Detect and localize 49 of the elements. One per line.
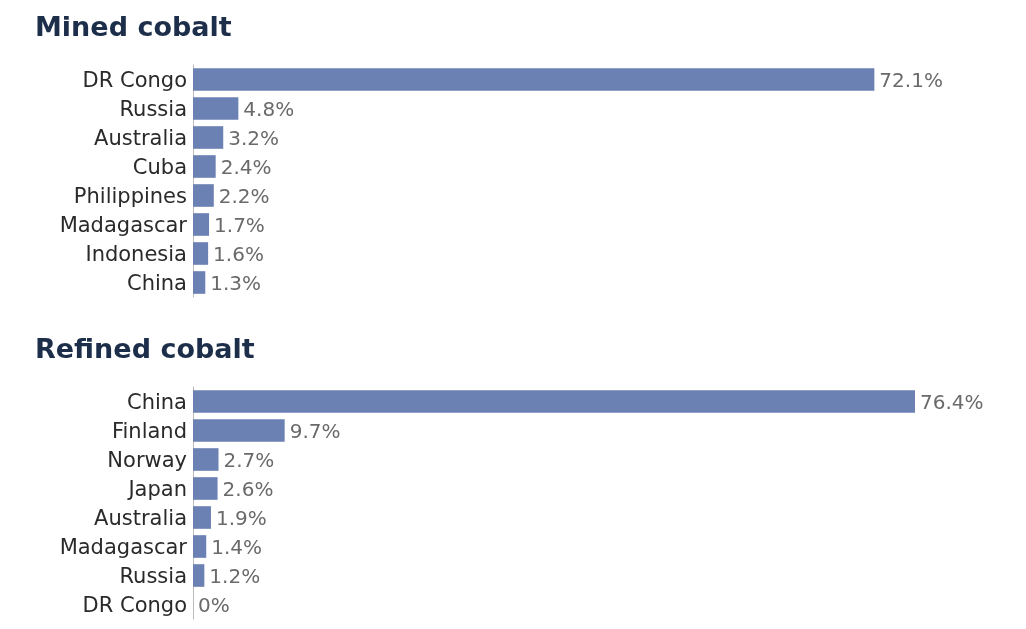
bar <box>193 477 218 500</box>
data-label: 9.7% <box>289 418 341 443</box>
bar <box>193 184 214 207</box>
data-label: 4.8% <box>243 96 295 121</box>
y-tick-label: Indonesia <box>85 241 187 266</box>
data-label: 1.2% <box>209 563 261 588</box>
y-tick-label: Russia <box>119 96 187 121</box>
bar <box>193 68 875 91</box>
y-tick-label: Philippines <box>73 183 187 208</box>
data-label: 2.2% <box>218 183 270 208</box>
y-tick-label: DR Congo <box>82 67 187 92</box>
data-label: 2.4% <box>220 154 272 179</box>
bar <box>193 390 915 413</box>
y-tick-label: DR Congo <box>82 592 187 617</box>
data-label: 1.7% <box>214 212 265 237</box>
bar <box>193 535 207 558</box>
bar <box>193 271 206 294</box>
y-tick-label: Norway <box>107 447 187 472</box>
y-tick-label: Japan <box>126 476 187 501</box>
y-tick-label: Australia <box>94 125 187 150</box>
bar <box>193 564 205 587</box>
data-label: 76.4% <box>920 389 984 414</box>
data-label: 2.6% <box>222 476 274 501</box>
y-tick-label: Madagascar <box>59 534 188 559</box>
bar <box>193 213 210 236</box>
bar <box>193 155 216 178</box>
data-label: 0% <box>198 592 230 617</box>
y-tick-label: Cuba <box>132 154 187 179</box>
bar <box>193 506 211 529</box>
bar <box>193 126 224 149</box>
chart-title: Refined cobalt <box>35 333 255 364</box>
data-label: 1.9% <box>215 505 267 530</box>
y-tick-label: Finland <box>111 418 187 443</box>
y-tick-label: China <box>127 389 187 414</box>
bar <box>193 448 219 471</box>
y-tick-label: China <box>127 270 187 295</box>
data-label: 3.2% <box>228 125 280 150</box>
data-label: 72.1% <box>879 67 943 92</box>
chart-title: Mined cobalt <box>35 11 232 42</box>
y-tick-label: Russia <box>119 563 187 588</box>
bar <box>193 419 285 442</box>
data-label: 1.3% <box>210 270 262 295</box>
data-label: 2.7% <box>223 447 275 472</box>
data-label: 1.4% <box>211 534 263 559</box>
bar <box>193 97 239 120</box>
y-tick-label: Madagascar <box>59 212 188 237</box>
data-label: 1.6% <box>213 241 264 266</box>
bar <box>193 242 209 265</box>
y-tick-label: Australia <box>94 505 187 530</box>
